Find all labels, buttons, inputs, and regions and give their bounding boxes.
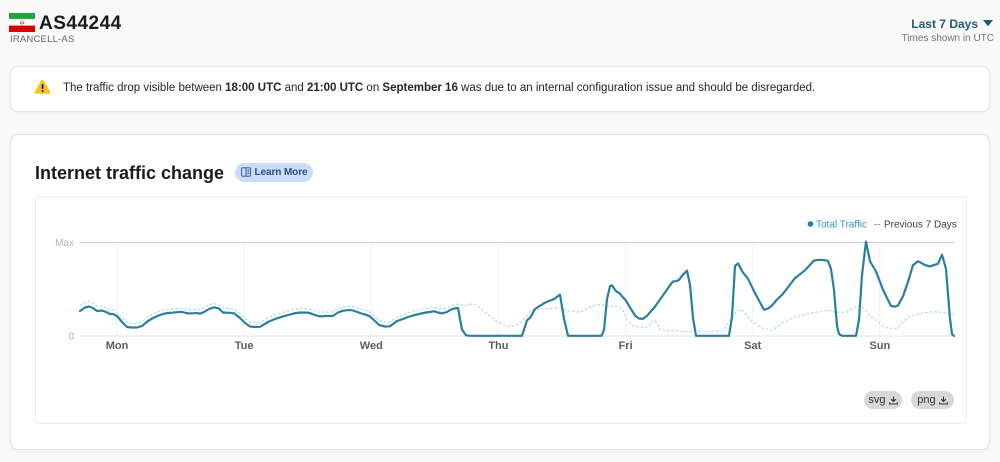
svg-text:0: 0 xyxy=(68,332,74,343)
svg-text:Sun: Sun xyxy=(869,340,890,352)
svg-text:Thu: Thu xyxy=(488,340,508,352)
svg-text:--: -- xyxy=(874,220,881,231)
svg-text:Wed: Wed xyxy=(360,340,383,352)
svg-text:Max: Max xyxy=(55,238,74,249)
svg-text:Previous 7 Days: Previous 7 Days xyxy=(884,220,957,231)
svg-text:Total Traffic: Total Traffic xyxy=(816,220,867,231)
svg-text:Sat: Sat xyxy=(744,340,761,352)
svg-text:Mon: Mon xyxy=(106,340,129,352)
svg-text:Tue: Tue xyxy=(235,340,254,352)
svg-text:Fri: Fri xyxy=(619,340,633,352)
